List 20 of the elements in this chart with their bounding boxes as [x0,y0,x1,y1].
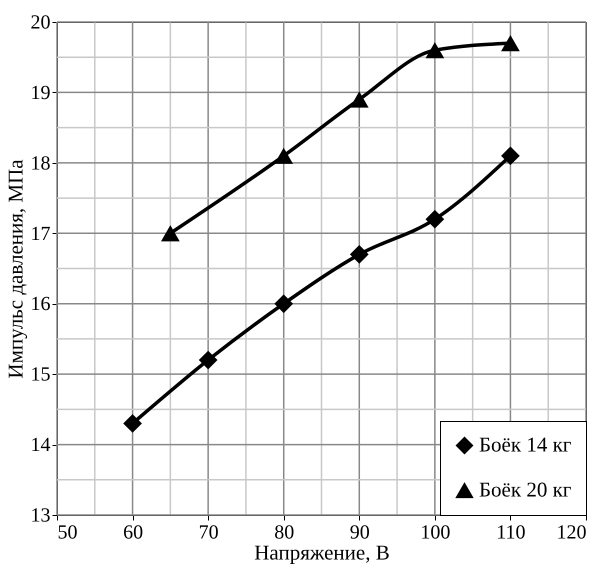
x-tick-label: 110 [496,522,526,544]
x-tick-label: 90 [350,522,370,544]
x-tick-label: 120 [556,522,586,544]
x-tick-label: 80 [274,522,294,544]
x-tick-label: 60 [123,522,144,544]
x-tick-label: 50 [58,522,78,544]
x-axis-title: Напряжение, В [254,540,390,564]
y-tick-label: 17 [30,222,50,245]
x-tick-label: 70 [198,522,219,544]
legend-label: Боёк 14 кг [479,432,572,456]
y-tick-label: 13 [30,504,50,526]
y-tick-label: 14 [30,434,50,456]
x-tick-label: 100 [420,522,450,544]
y-tick-label: 18 [30,152,50,174]
y-tick-label: 16 [30,293,50,316]
legend-label: Боёк 20 кг [479,478,572,502]
y-tick-label: 15 [30,364,50,386]
y-axis-title: Импульс давления, МПа [4,158,28,379]
y-tick-label: 20 [30,12,50,34]
y-tick-label: 19 [30,82,50,104]
